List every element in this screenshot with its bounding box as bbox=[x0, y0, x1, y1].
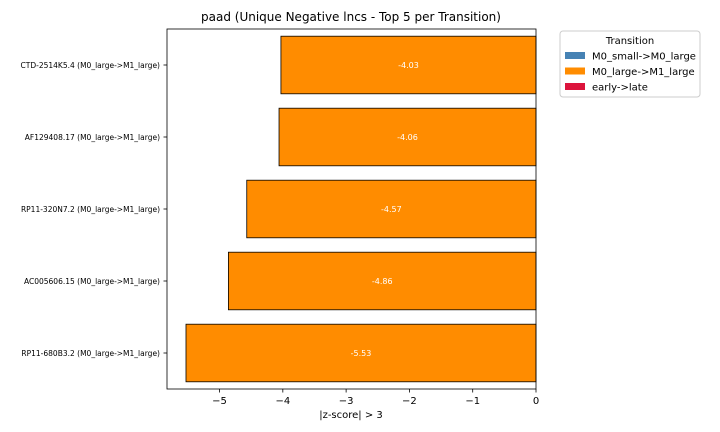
chart-title: paad (Unique Negative lncs - Top 5 per T… bbox=[201, 10, 501, 24]
legend-swatch bbox=[565, 52, 585, 59]
bar-value-label: -4.86 bbox=[372, 277, 393, 286]
legend-entries: M0_small->M0_large M0_large->M1_largeearl… bbox=[565, 52, 696, 94]
bar bbox=[227, 251, 537, 311]
plot-frame bbox=[166, 28, 537, 390]
y-tick-label: AC005606.15 (M0_large->M1_large) bbox=[24, 277, 160, 286]
x-axis-label: |z-score| > 3 bbox=[319, 410, 383, 421]
legend: Transition M0_small->M0_large M0_large->M… bbox=[559, 30, 701, 98]
legend-label: M0_small->M0_large bbox=[592, 52, 696, 63]
bar bbox=[246, 179, 537, 239]
x-axis: −5 −4 −3 −2 −1 0 bbox=[212, 389, 539, 407]
legend-title: Transition bbox=[605, 36, 654, 47]
legend-label: M0_large->M1_large bbox=[592, 67, 695, 78]
x-tick-label: −4 bbox=[275, 396, 290, 407]
y-tick-label: RP11-680B3.2 (M0_large->M1_large) bbox=[21, 349, 160, 358]
legend-swatch bbox=[565, 83, 585, 90]
bar-value-label: -4.57 bbox=[381, 205, 402, 214]
legend-swatch bbox=[565, 67, 585, 75]
x-tick-label: 0 bbox=[533, 396, 539, 407]
bar-value-label: -5.53 bbox=[351, 349, 372, 358]
y-tick-label: AF129408.17 (M0_large->M1_large) bbox=[25, 133, 160, 142]
x-tick-label: −5 bbox=[212, 396, 227, 407]
bars-group: -4.03 -4.06 -4.57 -4.86 -5.53 bbox=[185, 35, 537, 383]
bar bbox=[185, 323, 537, 383]
x-tick-label: −1 bbox=[465, 396, 480, 407]
y-tick-label: CTD-2514K5.4 (M0_large->M1_large) bbox=[21, 61, 161, 70]
bar-value-label: -4.03 bbox=[398, 61, 419, 70]
bar-value-label: -4.06 bbox=[397, 133, 418, 142]
y-tick-label: RP11-320N7.2 (M0_large->M1_large) bbox=[21, 205, 160, 214]
x-tick-label: −2 bbox=[402, 396, 417, 407]
bar bbox=[278, 107, 537, 167]
x-tick-label: −3 bbox=[339, 396, 354, 407]
legend-label: early->late bbox=[592, 83, 648, 94]
legend-frame bbox=[559, 30, 701, 98]
y-tick-labels: CTD-2514K5.4 (M0_large->M1_large) AF12940… bbox=[21, 61, 167, 358]
bar bbox=[280, 35, 537, 95]
